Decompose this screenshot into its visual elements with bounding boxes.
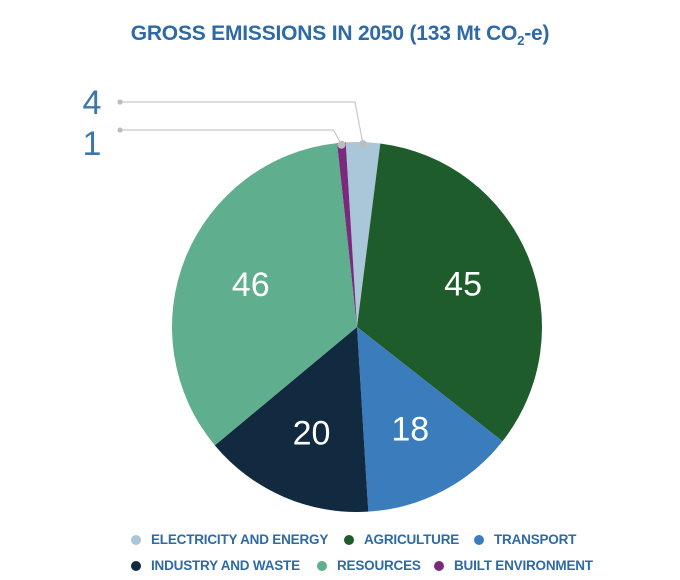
leader-line-built-environment bbox=[120, 129, 343, 145]
leader-line-electricity-and-energy bbox=[120, 101, 364, 145]
leader-dot-start-electricity-and-energy bbox=[117, 99, 123, 105]
slice-labels: 4 45 18 20 46 1 bbox=[83, 84, 482, 452]
slice-built-environment bbox=[337, 142, 357, 327]
slice-transport bbox=[357, 327, 503, 512]
pie-chart: 4 45 18 20 46 1 bbox=[83, 84, 542, 512]
chart-title: GROSS EMISSIONS IN 2050 (133 Mt CO2-e) bbox=[0, 22, 680, 48]
legend-swatch-transport bbox=[474, 534, 484, 545]
slice-electricity-and-energy bbox=[345, 142, 381, 327]
legend-label-built-environment: BUILT ENVIRONMENT bbox=[454, 558, 593, 573]
legend-label-industry-and-waste: INDUSTRY AND WASTE bbox=[151, 558, 300, 573]
pie-slices bbox=[172, 142, 542, 512]
leader-dot-start-built-environment bbox=[117, 127, 123, 133]
callout-leaders bbox=[117, 99, 367, 149]
legend-swatch-built-environment bbox=[434, 560, 444, 571]
legend-label-transport: TRANSPORT bbox=[494, 532, 577, 547]
slice-industry-and-waste bbox=[214, 327, 369, 512]
legend-label-electricity-and-energy: ELECTRICITY AND ENERGY bbox=[151, 532, 329, 547]
legend-item-resources: RESOURCES bbox=[317, 558, 421, 573]
leader-dot-end-electricity-and-energy bbox=[359, 140, 367, 149]
slice-label-resources: 46 bbox=[232, 266, 270, 304]
legend-item-industry-and-waste: INDUSTRY AND WASTE bbox=[131, 558, 300, 573]
legend-item-built-environment: BUILT ENVIRONMENT bbox=[434, 558, 593, 573]
legend-swatch-agriculture bbox=[344, 534, 354, 545]
slice-agriculture bbox=[357, 143, 542, 442]
slice-label-industry-and-waste: 20 bbox=[293, 414, 331, 452]
legend-item-electricity-and-energy: ELECTRICITY AND ENERGY bbox=[131, 532, 328, 547]
chart-title-prefix: GROSS EMISSIONS IN 2050 (133 Mt CO bbox=[130, 22, 518, 45]
legend-row-2: INDUSTRY AND WASTE RESOURCES BUILT ENVIRON… bbox=[0, 558, 680, 578]
legend-swatch-resources bbox=[317, 560, 327, 571]
slice-label-transport: 18 bbox=[391, 411, 429, 449]
slice-label-agriculture: 45 bbox=[444, 266, 482, 304]
slice-label-electricity-and-energy: 4 bbox=[83, 84, 102, 122]
legend-label-agriculture: AGRICULTURE bbox=[364, 532, 460, 547]
leader-dot-end-built-environment bbox=[337, 140, 346, 149]
legend-swatch-electricity-and-energy bbox=[131, 534, 141, 545]
slice-resources bbox=[172, 143, 357, 446]
chart-title-suffix: -e) bbox=[524, 22, 550, 45]
legend-item-transport: TRANSPORT bbox=[474, 532, 576, 547]
legend-row-1: ELECTRICITY AND ENERGY AGRICULTURE TRANSPO… bbox=[0, 532, 680, 552]
chart-title-subscript: 2 bbox=[517, 33, 525, 49]
legend-label-resources: RESOURCES bbox=[337, 558, 421, 573]
slice-label-built-environment: 1 bbox=[83, 125, 102, 163]
legend-item-agriculture: AGRICULTURE bbox=[344, 532, 459, 547]
legend-swatch-industry-and-waste bbox=[131, 560, 141, 571]
